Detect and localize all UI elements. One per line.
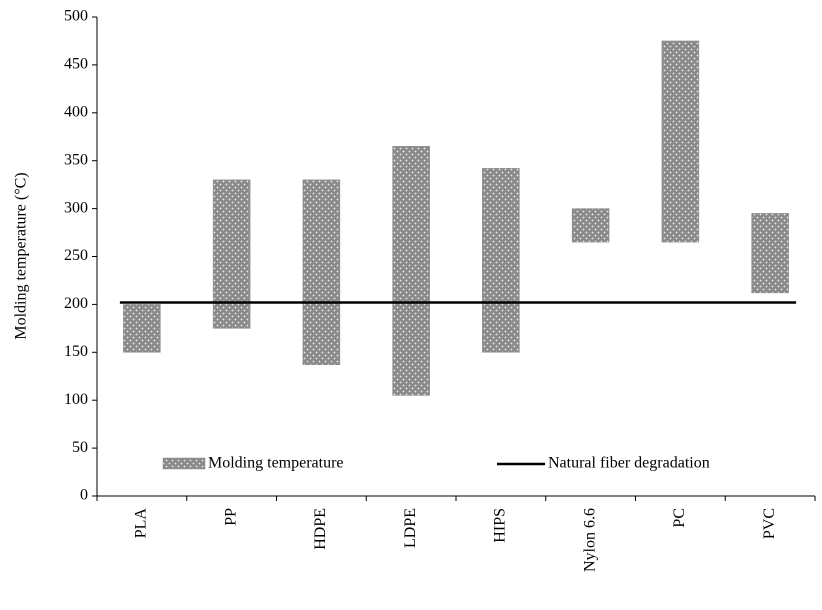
- legend-label: Molding temperature: [208, 455, 344, 472]
- y-tick-label: 0: [80, 487, 88, 504]
- legend-swatch: [162, 457, 206, 470]
- x-tick-label: LDPE: [402, 508, 419, 548]
- y-tick-label: 300: [64, 199, 88, 216]
- y-tick-label: 450: [64, 56, 88, 73]
- y-tick-label: 350: [64, 151, 88, 168]
- y-axis-title: Molding temperature (°C): [13, 172, 30, 339]
- range-bar: [392, 146, 430, 396]
- range-bar: [212, 179, 251, 329]
- legend-label: Natural fiber degradation: [548, 455, 710, 472]
- x-tick-label: HIPS: [492, 508, 509, 543]
- x-tick-label: PP: [222, 508, 239, 526]
- y-tick-label: 100: [64, 391, 88, 408]
- range-bar: [571, 208, 610, 243]
- y-tick-label: 500: [64, 8, 88, 25]
- x-tick-label: PVC: [761, 508, 778, 539]
- y-tick-label: 150: [64, 343, 88, 360]
- range-bar: [123, 304, 161, 353]
- range-bar: [751, 213, 789, 294]
- x-tick-label: Nylon 6.6: [581, 508, 598, 572]
- x-tick-label: PLA: [133, 508, 150, 539]
- x-tick-label: HDPE: [312, 508, 329, 550]
- y-tick-label: 50: [72, 439, 88, 456]
- y-tick-label: 400: [64, 103, 88, 120]
- range-bar: [661, 40, 700, 243]
- x-tick-label: PC: [671, 508, 688, 528]
- y-tick-label: 200: [64, 295, 88, 312]
- range-bar: [302, 179, 341, 366]
- y-tick-label: 250: [64, 247, 88, 264]
- range-bar: [482, 168, 520, 353]
